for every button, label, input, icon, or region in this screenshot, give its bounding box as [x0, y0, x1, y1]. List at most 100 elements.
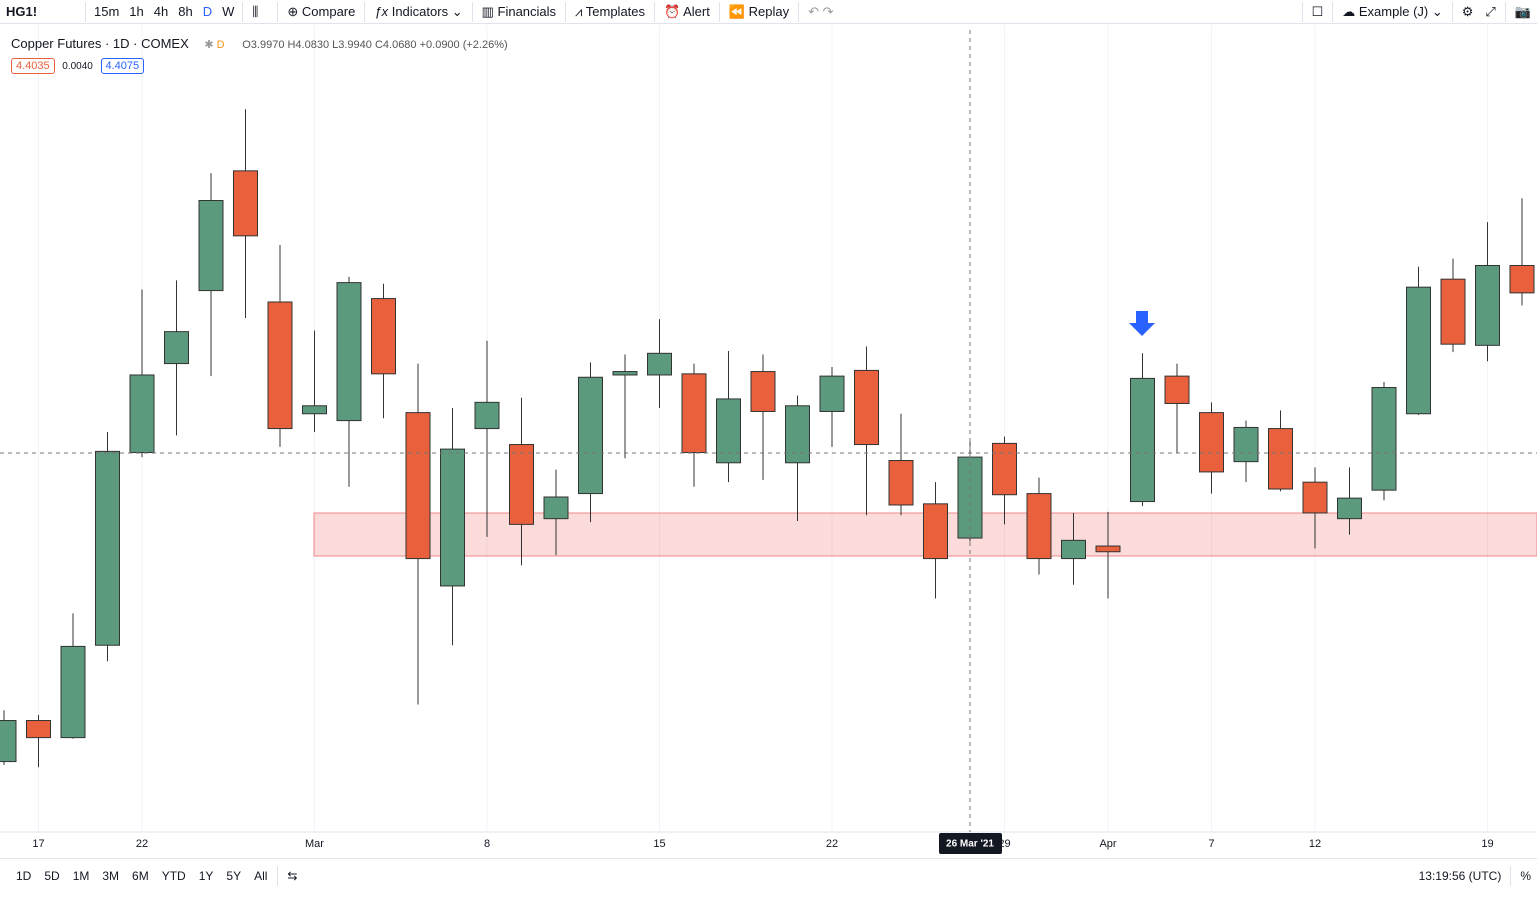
candle-body: [1440, 278, 1466, 345]
candle-body: [992, 442, 1017, 496]
bid: 4.4035: [11, 58, 55, 74]
x-tick-label: 15: [653, 838, 665, 850]
separator: [798, 1, 800, 22]
financials-button[interactable]: ▥ Financials: [481, 3, 557, 19]
expand-button[interactable]: ⤢: [1485, 3, 1496, 19]
date-ranges: 1D 5D 1M 3M 6M YTD 1Y 5Y All: [0, 869, 274, 883]
candle-body: [95, 450, 120, 646]
candle-body: [888, 460, 914, 506]
separator: [1332, 1, 1334, 22]
layout-button[interactable]: ☁ Example (J) ⌄: [1342, 3, 1443, 19]
separator: [654, 1, 656, 22]
x-tick-label: 22: [136, 838, 148, 850]
separator: [85, 1, 86, 22]
range-button[interactable]: 6M: [132, 868, 149, 883]
spread: 0.0040: [62, 61, 93, 72]
interval-button[interactable]: 15m: [94, 4, 120, 19]
legend-title: Copper Futures · 1D · COMEX ✱ D O3.9970 …: [11, 36, 508, 51]
candle-body: [854, 369, 879, 446]
separator: [277, 865, 279, 886]
crosshair-label: 26 Mar '21: [946, 839, 994, 850]
candle-body: [1337, 497, 1362, 520]
candle-body: [716, 398, 741, 464]
chart: 17 22 Mar 8 15 22 29 Apr 7 12 19 26 Mar '21: [0, 25, 1537, 854]
candle-body: [1302, 481, 1328, 514]
separator: [277, 1, 279, 22]
symbol[interactable]: HG1!: [6, 4, 38, 19]
ohlc-values: O3.9970 H4.0830 L3.9940 C4.0680 +0.0900 …: [242, 39, 508, 51]
legend: Copper Futures · 1D · COMEX ✱ D O3.9970 …: [11, 36, 508, 74]
x-tick-label: Mar: [305, 838, 324, 850]
range-button[interactable]: 1Y: [198, 868, 214, 883]
chart-style[interactable]: ⫼: [252, 3, 259, 19]
candle-body: [923, 503, 948, 560]
label: Alert: [683, 3, 710, 19]
candle-body: [1371, 387, 1397, 491]
range-button[interactable]: 5D: [44, 868, 60, 883]
undo-redo[interactable]: ↶ ↷: [808, 3, 834, 19]
separator: [718, 1, 720, 22]
separator: [565, 1, 567, 22]
candle-body: [405, 412, 431, 560]
label: Replay: [748, 3, 790, 19]
x-tick-label: 17: [32, 838, 44, 850]
clock: 13:19:56 (UTC): [1418, 868, 1502, 883]
candle-body: [1233, 426, 1259, 463]
status-icon: ✱ D: [204, 39, 225, 51]
settings-button[interactable]: ⚙: [1461, 3, 1474, 19]
fullscreen-box[interactable]: ☐: [1311, 3, 1324, 19]
range-button[interactable]: 1M: [72, 868, 90, 883]
templates-button[interactable]: ⩘ Templates: [575, 3, 646, 19]
candle-body: [26, 720, 51, 739]
candle-body: [164, 331, 189, 365]
range-button[interactable]: YTD: [161, 868, 186, 883]
range-button[interactable]: 3M: [102, 868, 120, 883]
candle-body: [1061, 539, 1086, 560]
label: Compare: [301, 3, 356, 19]
snapshot-button[interactable]: 📷: [1514, 3, 1531, 19]
intervals: 15m 1h 4h 8h D W: [89, 4, 239, 19]
separator: [471, 1, 473, 22]
candle-body: [371, 298, 396, 375]
goto-date[interactable]: ⇆: [287, 868, 298, 883]
interval: 1D: [112, 36, 130, 51]
alert-button[interactable]: ⏰ Alert: [664, 3, 710, 19]
x-tick-label: 22: [826, 838, 838, 850]
candle-body: [1509, 264, 1535, 294]
compare-button[interactable]: ⊕ Compare: [287, 3, 356, 19]
range-button[interactable]: 5Y: [226, 868, 242, 883]
range-button[interactable]: All: [254, 868, 268, 883]
interval-button[interactable]: 8h: [178, 4, 193, 19]
candle-body: [1199, 412, 1224, 473]
separator: [1510, 865, 1512, 886]
candle-body: [819, 375, 845, 412]
x-tick-label: 19: [1481, 838, 1493, 850]
candle-body: [681, 373, 707, 454]
x-tick-label: Apr: [1099, 838, 1116, 850]
top-toolbar: HG1! 15m 1h 4h 8h D W ⫼ ⊕ Compare ƒx Indicato…: [0, 0, 1537, 24]
interval-button[interactable]: W: [222, 4, 235, 19]
interval-button[interactable]: D: [202, 4, 213, 19]
candle-body: [612, 371, 638, 376]
candle-body: [1026, 493, 1052, 560]
candle-body: [60, 645, 86, 739]
candle-body: [1475, 264, 1500, 346]
indicators-button[interactable]: ƒx Indicators ⌄: [374, 3, 463, 19]
candle-body: [750, 371, 776, 412]
candle-body: [267, 301, 293, 430]
interval-button[interactable]: 1h: [129, 4, 144, 19]
crosshair-label-bg: [939, 833, 1002, 854]
interval-button[interactable]: 4h: [153, 4, 169, 19]
label: Example (J): [1358, 3, 1429, 19]
percent-toggle[interactable]: %: [1520, 868, 1531, 883]
candle-body: [509, 444, 534, 525]
candle-body: [647, 352, 672, 376]
replay-button[interactable]: ⏪ Replay: [728, 3, 790, 19]
candle-body: [233, 170, 258, 237]
range-button[interactable]: 1D: [16, 868, 32, 883]
candle-body: [129, 374, 155, 454]
ask: 4.4075: [100, 58, 145, 74]
label: Indicators: [391, 3, 449, 19]
label: Financials: [497, 3, 557, 19]
